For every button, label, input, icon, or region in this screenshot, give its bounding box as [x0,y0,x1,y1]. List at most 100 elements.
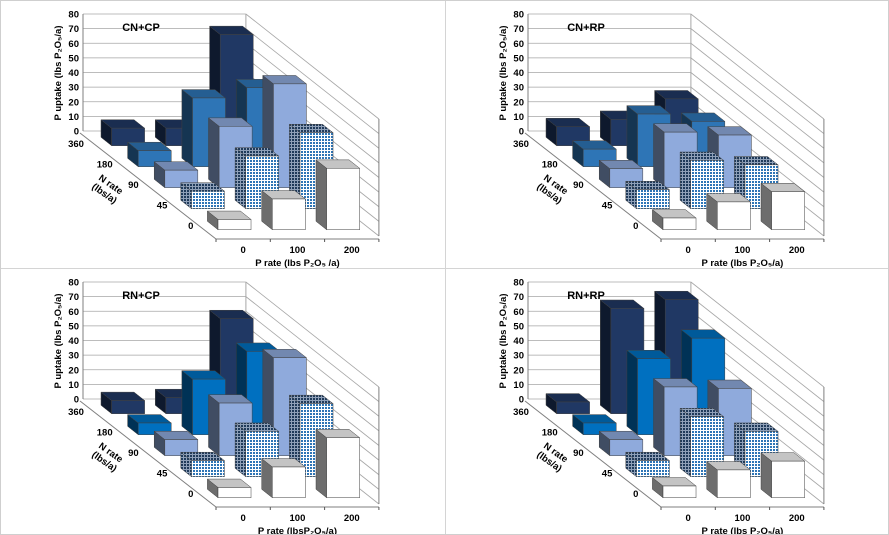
bars [100,309,361,499]
bar-front [111,400,145,414]
bar-n180-p0 [126,141,172,168]
y-tick-label: 50 [513,53,524,64]
chart-panel-cn-cp: 0 10 20 30 40 50 60 70 80 360 180 90 45 0 0 100 200 CN+CP… [1,1,445,268]
y-tick-label: 10 [513,112,524,123]
bar-side [234,147,246,210]
y-tick-label: 50 [513,321,524,332]
bar-n90-p0 [598,430,644,457]
bar-side [653,123,665,189]
gridline-side [690,296,825,402]
n-axis-line [524,400,662,508]
y-tick-label: 40 [68,68,79,79]
chart-cn-rp: 0 10 20 30 40 50 60 70 80 360 180 90 45 0 0 100 200 CN+RP… [498,10,825,268]
n-axis-label: N rate(lbs/a) [535,441,570,475]
bar-n0-p200 [760,182,806,231]
y-tick-label: 10 [68,380,79,391]
bar-side [234,422,246,478]
panel-divider-horizontal [1,268,888,269]
bar-n90-p0 [153,161,199,189]
gridline-side [245,13,380,120]
y-tick-label: 0 [74,127,79,138]
p-tick-label: 100 [735,245,751,256]
bar-front [272,466,306,498]
gridline-side [690,281,825,388]
y-tick-label: 40 [513,68,524,79]
n-tick-label: 0 [188,489,193,500]
p-tick-label: 200 [789,245,805,256]
n-axis-label: N rate(lbs/a) [535,173,570,207]
n-tick-label: 90 [573,448,584,459]
bar-front [326,168,360,230]
n-tick-label: 360 [68,407,84,418]
gridline-side [245,42,380,149]
chart-panel-rn-rp: 0 10 20 30 40 50 60 70 80 360 180 90 45 0 0 100 200 RN+RP… [446,269,888,535]
n-axis-line [79,400,217,508]
y-tick-label: 30 [68,351,79,362]
bar-n0-p100 [261,190,307,231]
bar-front [636,460,670,477]
bar-n0-p0 [206,478,252,499]
y-tick-label: 50 [68,321,79,332]
bar-n45-p100 [679,407,725,478]
y-tick-label: 10 [68,112,79,123]
gridline-side [690,72,825,178]
y-tick-label: 70 [513,292,524,303]
bar-front [662,217,697,230]
chart-panel-rn-cp: 0 10 20 30 40 50 60 70 80 360 180 90 45 0 0 100 200 RN+CP… [1,269,445,534]
gridline-side [245,28,380,134]
n-tick-label: 0 [633,221,638,232]
p-tick-label: 0 [686,245,691,256]
bar-n0-p100 [706,460,752,499]
y-tick-label: 50 [68,53,79,64]
gridline-side [690,310,825,417]
p-tick-label: 0 [241,513,246,524]
chart-title: RN+CP [122,290,160,302]
n-tick-label: 45 [602,469,613,480]
p-tick-label: 200 [344,245,360,256]
gridline-side [245,310,380,417]
bar-n360-p0 [545,393,591,415]
p-tick-label: 100 [290,245,306,256]
bar-n360-p0 [100,391,146,415]
n-tick-label: 180 [542,160,558,171]
gridline-side [690,13,825,120]
bar-front [191,460,225,477]
y-tick-label: 60 [68,39,79,50]
bar-n90-p100 [207,117,253,189]
bar-n0-p0 [206,210,252,231]
p-tick-label: 200 [344,513,360,524]
bar-n0-p100 [706,192,752,231]
y-tick-label: 30 [513,351,524,362]
y-axis-label: P uptake (lbs P₂O₅/a) [53,26,64,121]
bar-side [679,151,691,210]
n-tick-label: 180 [542,428,558,439]
n-tick-label: 45 [602,201,613,212]
y-tick-label: 80 [68,278,79,289]
bar-side [315,159,327,231]
bar-front [717,201,751,230]
x-axis-label: P rate (lbs P₂O₅/a) [702,526,784,535]
bar-front [191,190,225,209]
gridline-side [690,42,825,149]
bar-side [315,428,327,499]
bar-n360-p0 [100,119,146,147]
bar-side [181,89,193,168]
n-tick-label: 360 [513,139,529,150]
p-tick-label: 0 [686,513,691,524]
gridline-side [245,296,380,402]
y-tick-label: 70 [68,292,79,303]
y-tick-label: 80 [68,10,79,21]
y-tick-label: 80 [513,10,524,21]
y-tick-label: 30 [68,83,79,94]
bar-n45-p0 [180,182,226,210]
bar-n0-p200 [315,159,361,231]
bar-side [626,349,638,436]
y-tick-label: 0 [74,395,79,406]
n-axis-label: N rate(lbs/a) [90,173,125,207]
y-tick-label: 70 [513,24,524,35]
y-axis-label: P uptake (lbs P₂O₅/a) [498,26,509,121]
y-axis-label: P uptake (lbs P₂O₅/a) [53,294,64,389]
gridline-side [690,28,825,134]
y-tick-label: 60 [513,307,524,318]
